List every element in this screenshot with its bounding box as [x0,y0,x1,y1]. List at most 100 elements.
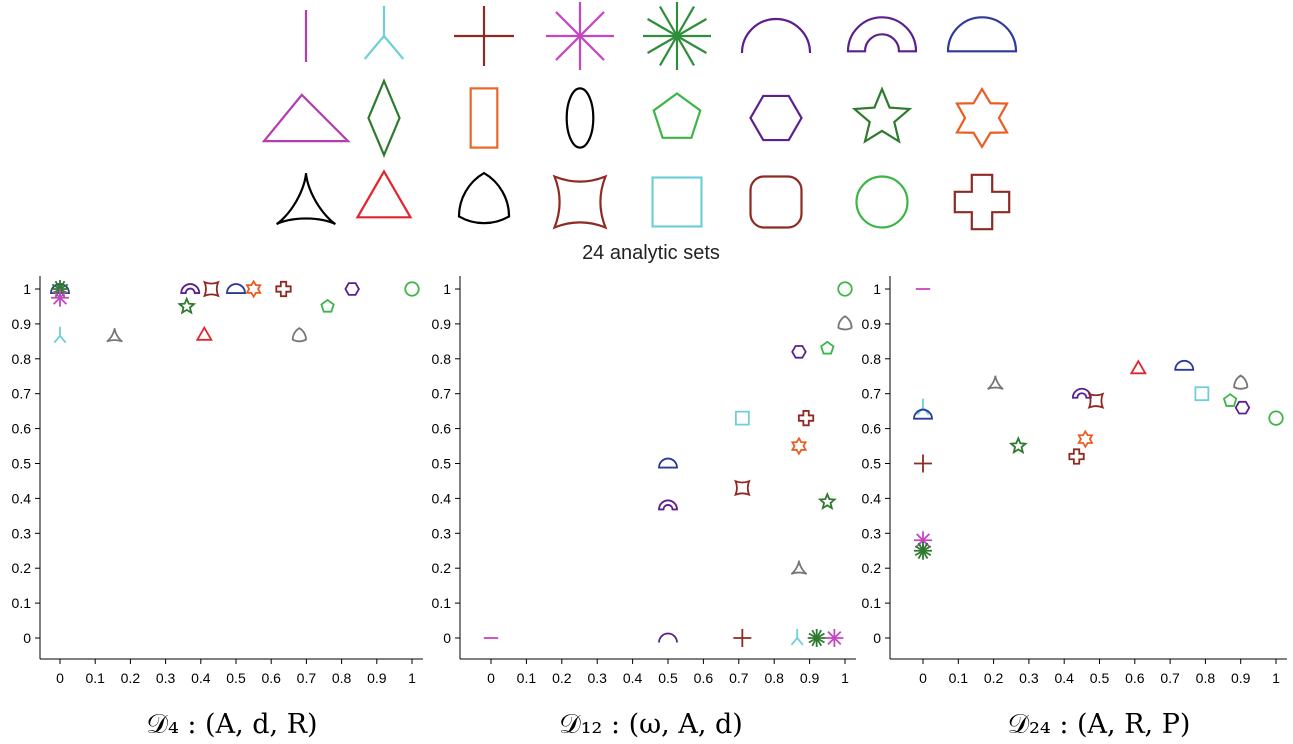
x-tick-label: 0.6 [1125,670,1145,686]
y-tick-label: 0.1 [12,595,32,611]
y-tick-label: 0.7 [432,386,452,402]
y-tick-label: 0.9 [432,316,452,332]
triangle-obtuse-icon [261,93,351,143]
y-tick-label: 0.8 [862,351,882,367]
data-point-star6 [790,436,808,456]
half-disk-icon [946,16,1018,53]
data-point-concave-square [733,479,751,497]
y-tick-label: 0 [873,630,881,646]
data-point-pentagon [820,340,835,355]
x-tick-label: 1 [841,670,849,686]
tripod-icon [363,6,405,60]
data-point-half-disk [1174,359,1195,371]
data-point-triangle-equilateral [195,325,213,341]
data-point-half-disk [913,408,933,420]
y-tick-label: 0.3 [432,525,452,541]
x-tick-label: 0.8 [764,670,784,686]
scatter-panels: 0 0.1 0.2 0.3 0.4 0.5 0.6 0.7 0.8 0.9 1 0 0.1 0.2 0.3 0… [12,276,1287,740]
y-tick-label: 1 [873,281,881,297]
x-tick-label: 0.8 [332,670,352,686]
data-point-star5 [177,296,197,315]
x-tick-label: 0.4 [623,670,643,686]
squircle-icon [749,175,803,229]
y-tick-label: 0.6 [862,421,882,437]
x-tick-label: 0.7 [1160,670,1180,686]
data-point-reuleaux [837,315,853,331]
star6-icon [955,86,1009,150]
x-tick-label: 0.1 [517,670,537,686]
y-tick-label: 0.3 [862,525,882,541]
concave-square-icon [552,174,608,230]
deltoid-icon [275,173,337,226]
scatter-panel-3: 0 0.1 0.2 0.3 0.4 0.5 0.6 0.7 0.8 0.9 1 0 0.1 0.2 0.3 0… [862,276,1287,740]
data-point-deltoid [987,375,1004,390]
data-point-square [1194,386,1210,402]
x-tick-label: 0.3 [1019,670,1039,686]
x-tick-label: 0.1 [949,670,969,686]
data-point-deltoid [106,328,123,343]
x-tick-label: 0.6 [694,670,714,686]
data-point-plus [733,629,752,647]
x-tick-label: 0.2 [552,670,572,686]
y-tick-label: 0.3 [12,525,32,541]
legend-caption: 24 analytic sets [582,242,720,264]
x-tick-label: 0.4 [191,670,211,686]
y-tick-label: 0.1 [432,595,452,611]
panel-title: 𝒟₁₂ : (ω, A, d) [559,709,743,740]
arc-icon [740,17,812,54]
y-tick-label: 0.2 [12,560,32,576]
data-point-star5 [817,491,837,510]
shape-legend [261,2,1018,231]
data-point-arc [658,632,678,643]
y-tick-label: 0.1 [862,595,882,611]
x-tick-label: 0.1 [85,670,105,686]
y-tick-label: 0.9 [862,316,882,332]
y-tick-label: 1 [23,281,31,297]
data-point-tripod [790,629,804,646]
data-point-deltoid [790,560,808,575]
y-tick-label: 0.5 [12,456,32,472]
scatter-panel-1: 0 0.1 0.2 0.3 0.4 0.5 0.6 0.7 0.8 0.9 1 0 0.1 0.2 0.3 0… [12,276,423,740]
y-tick-label: 0 [443,630,451,646]
y-tick-label: 0.4 [12,490,32,506]
data-point-cross [797,410,815,427]
y-tick-label: 0.8 [432,351,452,367]
scatter-panel-2: 0 0.1 0.2 0.3 0.4 0.5 0.6 0.7 0.8 0.9 1 0 0.1 0.2 0.3 0… [432,276,856,740]
plus-icon [454,6,514,66]
data-point-tripod [53,326,67,344]
x-tick-label: 0.2 [984,670,1004,686]
y-tick-label: 0.6 [12,421,32,437]
x-tick-label: 1 [1272,670,1280,686]
data-point-circle [404,281,420,297]
rhombus-icon [367,78,401,158]
x-tick-label: 1 [408,670,416,686]
data-point-half-disk [658,457,678,469]
star5-icon [851,86,913,144]
x-tick-label: 0.5 [1090,670,1110,686]
data-point-pentagon [1222,393,1238,407]
data-point-half-annulus [658,499,678,511]
data-point-star6 [1077,429,1094,449]
y-tick-label: 0.7 [862,386,882,402]
data-point-reuleaux [1233,374,1249,390]
data-point-asterisk8 [51,288,69,307]
reuleaux-icon [457,171,511,225]
y-tick-label: 0 [23,630,31,646]
data-point-cross [1068,448,1085,465]
data-point-concave-square [202,280,220,298]
asterisk12-icon [643,2,711,70]
data-point-half-disk [226,283,246,294]
cross-icon [953,173,1011,231]
y-tick-label: 0.9 [12,316,32,332]
y-tick-label: 0.5 [432,456,452,472]
data-point-hexagon [1234,400,1251,415]
data-point-pentagon [320,298,335,313]
data-point-half-annulus [180,283,201,294]
y-tick-label: 0.5 [862,456,882,472]
data-point-hexagon [344,282,360,296]
x-tick-label: 0.3 [587,670,607,686]
ellipse-icon [565,87,595,149]
rectangle-icon [469,87,499,149]
x-tick-label: 0.4 [1054,670,1074,686]
data-point-star5 [1008,436,1028,455]
